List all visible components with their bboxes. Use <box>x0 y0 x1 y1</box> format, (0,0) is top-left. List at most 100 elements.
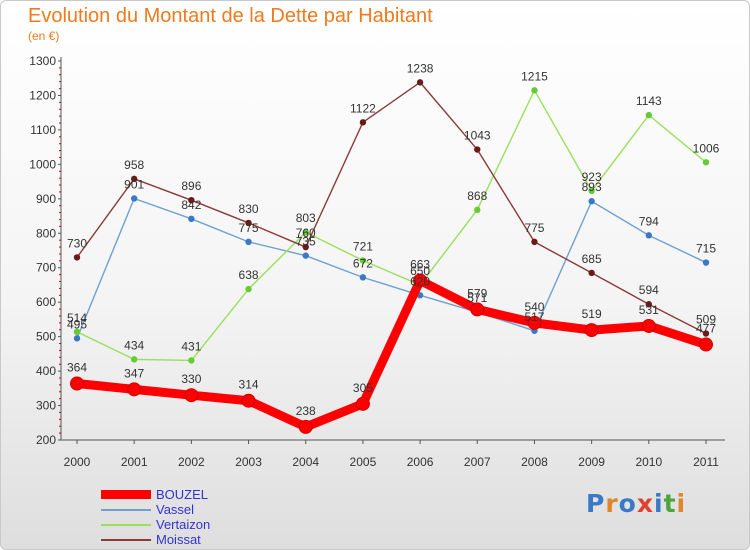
data-label-bouzel: 531 <box>639 303 659 317</box>
series-line-vertaizon <box>76 89 707 362</box>
data-label-vertaizon: 868 <box>467 189 487 203</box>
legend-label: BOUZEL <box>156 487 209 502</box>
legend-label: Vassel <box>156 502 195 517</box>
x-tick-label: 2010 <box>635 455 662 469</box>
data-point-bouzel <box>470 302 485 317</box>
data-label-vertaizon: 923 <box>582 170 602 184</box>
data-label-vassel: 893 <box>582 180 602 194</box>
y-tick-label: 300 <box>36 399 56 413</box>
data-label-vassel: 842 <box>181 198 201 212</box>
data-point-vertaizon <box>188 357 195 364</box>
data-point-vertaizon <box>302 229 309 236</box>
data-point-vassel <box>359 274 367 281</box>
data-point-moissat <box>130 175 138 183</box>
data-label-vertaizon: 721 <box>353 239 373 253</box>
data-label-vassel: 901 <box>124 177 144 191</box>
y-tick-label: 1300 <box>29 54 56 68</box>
y-tick-label: 900 <box>36 192 56 206</box>
x-tick-label: 2000 <box>64 455 91 469</box>
logo-letter: i <box>676 489 687 518</box>
x-tick-label: 2007 <box>464 455 491 469</box>
data-label-vassel: 517 <box>524 310 544 324</box>
data-label-moissat: 958 <box>124 158 144 172</box>
data-point-vassel <box>302 252 309 259</box>
data-label-vertaizon: 431 <box>181 339 201 353</box>
data-point-vassel <box>130 195 138 202</box>
data-label-bouzel: 364 <box>67 360 87 374</box>
data-point-bouzel <box>641 318 656 333</box>
data-label-moissat: 594 <box>639 283 659 297</box>
data-point-vertaizon <box>588 187 595 195</box>
data-label-vassel: 672 <box>353 256 373 270</box>
series-line-moissat <box>76 81 707 335</box>
series-line-vassel <box>76 197 707 340</box>
data-label-vertaizon: 434 <box>124 338 144 352</box>
y-tick-label: 1000 <box>29 157 56 171</box>
data-point-moissat <box>359 119 367 126</box>
data-point-vertaizon <box>474 206 481 214</box>
x-tick-label: 2011 <box>693 455 719 469</box>
y-tick-label: 700 <box>36 261 56 275</box>
data-label-moissat: 830 <box>239 202 259 216</box>
data-point-moissat <box>73 254 81 261</box>
data-label-bouzel: 519 <box>582 307 602 321</box>
x-tick-label: 2009 <box>578 455 605 469</box>
data-label-vassel: 571 <box>467 291 487 305</box>
data-label-vassel: 620 <box>410 274 430 288</box>
data-point-bouzel <box>413 273 428 288</box>
proxiti-logo: Proxiti <box>586 489 686 518</box>
data-point-moissat <box>474 146 481 153</box>
data-point-vassel <box>73 335 81 342</box>
data-point-moissat <box>302 243 309 251</box>
data-point-moissat <box>188 196 195 204</box>
data-label-bouzel: 238 <box>296 404 316 418</box>
data-label-bouzel: 477 <box>696 322 716 336</box>
data-point-vassel <box>188 215 195 223</box>
legend-label: Moissat <box>156 532 201 547</box>
chart-title: Evolution du Montant de la Dette par Hab… <box>28 5 433 27</box>
data-point-moissat <box>416 79 424 86</box>
chart-subtitle: (en €) <box>28 29 60 43</box>
data-label-bouzel: 540 <box>524 300 544 314</box>
data-point-vertaizon <box>531 87 538 94</box>
data-label-moissat: 509 <box>696 313 716 327</box>
data-point-vertaizon <box>359 257 367 264</box>
data-label-bouzel: 305 <box>353 381 373 395</box>
legend-swatch <box>101 509 151 511</box>
data-label-vertaizon: 650 <box>410 264 430 278</box>
data-label-moissat: 896 <box>181 179 201 193</box>
data-label-moissat: 1238 <box>407 61 434 75</box>
data-label-vertaizon: 514 <box>67 311 87 325</box>
legend-swatch <box>101 490 151 499</box>
data-label-vertaizon: 1006 <box>693 141 720 155</box>
data-label-vertaizon: 638 <box>239 268 259 282</box>
data-label-bouzel: 347 <box>124 366 144 380</box>
data-point-vassel <box>702 259 710 266</box>
data-point-moissat <box>645 301 653 308</box>
logo-letter: r <box>605 489 619 518</box>
data-label-vassel: 495 <box>67 317 87 331</box>
data-label-vassel: 794 <box>639 214 659 228</box>
y-tick-label: 1100 <box>30 123 56 137</box>
data-point-bouzel <box>184 388 199 403</box>
data-point-bouzel <box>127 382 142 397</box>
data-label-moissat: 760 <box>296 226 316 240</box>
data-label-moissat: 775 <box>524 221 544 235</box>
data-point-bouzel <box>298 419 313 434</box>
data-point-vertaizon <box>702 159 710 166</box>
data-point-vassel <box>245 238 252 246</box>
data-point-moissat <box>531 238 538 246</box>
data-point-vertaizon <box>645 111 653 119</box>
data-point-bouzel <box>584 323 599 338</box>
logo-letter: P <box>586 489 606 518</box>
data-point-bouzel <box>241 393 256 408</box>
data-label-vassel: 775 <box>239 221 259 235</box>
logo-letter: t <box>663 489 677 518</box>
data-label-vertaizon: 803 <box>296 211 316 225</box>
data-point-vertaizon <box>245 285 252 293</box>
y-tick-label: 800 <box>36 226 56 240</box>
data-label-bouzel: 579 <box>467 286 487 300</box>
data-label-moissat: 1043 <box>464 129 491 143</box>
